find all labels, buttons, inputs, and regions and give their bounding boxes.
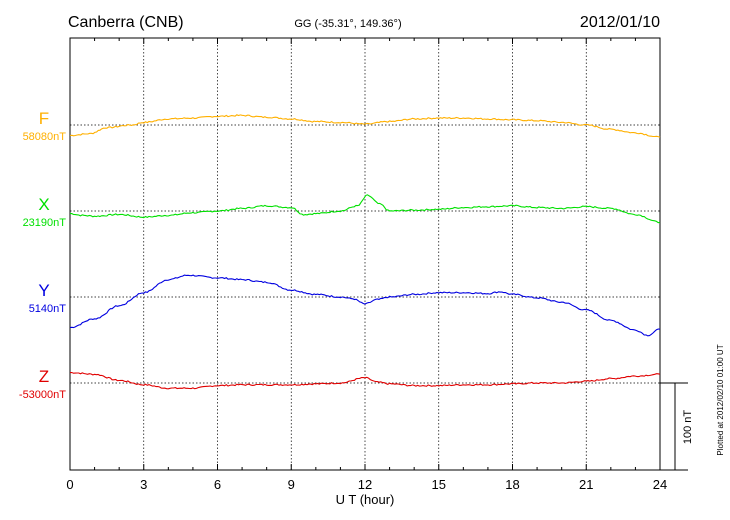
coordinates-label: GG (-35.31°, 149.36°) — [294, 18, 401, 30]
series-lines — [69, 114, 661, 390]
series-name-f: F — [39, 109, 49, 128]
grid-lines — [70, 38, 660, 470]
series-labels: F 58080nT X 23190nT Y 5140nT Z -53000nT — [19, 109, 66, 401]
x-tick-label: 0 — [66, 477, 73, 492]
series-line-f — [69, 114, 661, 138]
baseline-value-x: 23190nT — [23, 217, 67, 229]
x-tick-label: 6 — [214, 477, 221, 492]
x-ticks: 0 3 6 9 12 15 18 21 24 — [66, 38, 667, 492]
series-name-y: Y — [38, 281, 49, 300]
x-tick-label: 12 — [358, 477, 372, 492]
series-line-x — [70, 194, 661, 224]
date-label: 2012/01/10 — [580, 14, 660, 31]
station-title: Canberra (CNB) — [68, 14, 184, 31]
x-tick-label: 3 — [140, 477, 147, 492]
baseline-value-z: -53000nT — [19, 389, 66, 401]
plotted-at-label: Plotted at 2012/02/10 01:00 UT — [716, 344, 725, 455]
x-tick-label: 15 — [432, 477, 446, 492]
x-tick-label: 24 — [653, 477, 667, 492]
baseline-value-y: 5140nT — [29, 303, 67, 315]
x-axis-label: U T (hour) — [336, 492, 395, 507]
baseline-value-f: 58080nT — [23, 131, 67, 143]
series-line-z — [69, 371, 661, 390]
x-tick-label: 9 — [288, 477, 295, 492]
series-line-y — [69, 274, 661, 337]
series-name-z: Z — [39, 367, 49, 386]
scale-bar-label: 100 nT — [682, 410, 694, 445]
x-tick-label: 21 — [579, 477, 593, 492]
series-name-x: X — [38, 195, 49, 214]
x-tick-label: 18 — [505, 477, 519, 492]
plot-frame — [69, 37, 661, 471]
